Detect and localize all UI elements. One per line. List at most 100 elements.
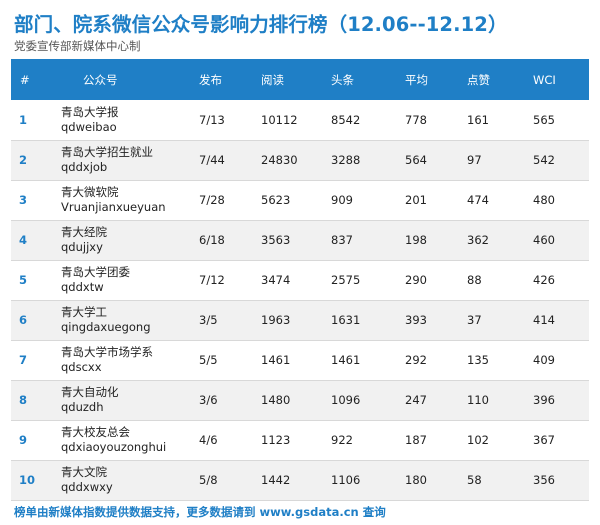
rank-cell: 6 [11,300,61,341]
account-name: 青大自动化 [61,385,119,399]
likes-cell: 97 [467,140,533,181]
table-header-row: # 公众号 发布 阅读 头条 平均 点赞 WCI [11,59,589,100]
rank-cell: 8 [11,380,61,421]
posts-cell: 3/5 [199,300,261,341]
footer-note: 榜单由新媒体指数提供数据支持，更多数据请到 www.gsdata.cn 查询 [14,505,386,519]
account-id: qdweibao [61,119,117,134]
reads-cell: 1461 [261,340,331,381]
posts-cell: 7/44 [199,140,261,181]
account-name: 青岛大学招生就业 [61,145,153,159]
reads-cell: 1442 [261,460,331,501]
wci-cell: 396 [533,380,589,421]
average-cell: 393 [405,300,467,341]
posts-cell: 5/5 [199,340,261,381]
account-name: 青岛大学团委 [61,265,130,279]
posts-cell: 5/8 [199,460,261,501]
account-cell: 青岛大学市场学系 qdscxx [61,340,199,381]
rank-cell: 5 [11,260,61,301]
headline-cell: 3288 [331,140,405,181]
account-id: qdujjxy [61,240,103,254]
average-cell: 564 [405,140,467,181]
account-id: qduzdh [61,400,104,414]
wci-cell: 542 [533,140,589,181]
posts-cell: 7/28 [199,180,261,221]
average-cell: 247 [405,380,467,421]
rank-cell: 7 [11,340,61,381]
table-row: 6 青大学工 qingdaxuegong 3/5 1963 1631 393 37 414 [11,300,589,341]
reads-cell: 3474 [261,260,331,301]
table-row: 4 青大经院 qdujjxy 6/18 3563 837 198 362 460 [11,220,589,261]
rank-cell: 1 [11,100,61,141]
table-row: 5 青岛大学团委 qddxtw 7/12 3474 2575 290 88 426 [11,260,589,301]
table-row: 3 青大微软院 Vruanjianxueyuan 7/28 5623 909 201 474 4… [11,180,589,221]
account-id: qdxiaoyouzonghui [61,440,167,454]
table-row: 7 青岛大学市场学系 qdscxx 5/5 1461 1461 292 135 409 [11,340,589,381]
table-row: 1 青岛大学报 qdweibao 7/13 10112 8542 778 161 565 [11,100,589,141]
page-title: 部门、院系微信公众号影响力排行榜（12.06--12.12） [14,13,508,36]
table-body: 1 青岛大学报 qdweibao 7/13 10112 8542 778 161 565 2 青岛大… [11,100,589,501]
account-name: 青大文院 [61,465,107,479]
account-cell: 青大自动化 qduzdh [61,380,199,421]
headline-cell: 2575 [331,260,405,301]
account-name: 青大校友总会 [61,425,130,439]
reads-cell: 24830 [261,140,331,181]
wci-cell: 356 [533,460,589,501]
account-id: qdscxx [61,360,102,374]
wci-cell: 367 [533,420,589,461]
wci-cell: 414 [533,300,589,341]
column-header-account: 公众号 [83,72,118,87]
likes-cell: 161 [467,100,533,141]
reads-cell: 3563 [261,220,331,261]
account-id: Vruanjianxueyuan [61,200,166,214]
account-id: qddxwxy [61,480,113,494]
headline-cell: 837 [331,220,405,261]
likes-cell: 58 [467,460,533,501]
wci-cell: 565 [533,100,589,141]
likes-cell: 474 [467,180,533,221]
column-header-reads: 阅读 [261,72,284,87]
account-id: qddxjob [61,160,108,174]
account-name: 青岛大学报 [61,104,119,119]
account-id: qddxtw [61,280,104,294]
account-cell: 青大经院 qdujjxy [61,220,199,261]
wci-cell: 426 [533,260,589,301]
rank-cell: 2 [11,140,61,181]
column-header-posts: 发布 [199,72,222,87]
account-cell: 青岛大学招生就业 qddxjob [61,140,199,181]
headline-cell: 1461 [331,340,405,381]
column-header-likes: 点赞 [467,72,490,87]
wci-cell: 460 [533,220,589,261]
likes-cell: 362 [467,220,533,261]
headline-cell: 1106 [331,460,405,501]
account-cell: 青大校友总会 qdxiaoyouzonghui [61,420,199,461]
average-cell: 198 [405,220,467,261]
column-header-rank: # [20,72,30,87]
account-name: 青大微软院 [61,185,119,199]
account-cell: 青岛大学团委 qddxtw [61,260,199,301]
headline-cell: 909 [331,180,405,221]
headline-cell: 1096 [331,380,405,421]
average-cell: 180 [405,460,467,501]
reads-cell: 1963 [261,300,331,341]
account-cell: 青大微软院 Vruanjianxueyuan [61,180,199,221]
column-header-average: 平均 [405,72,428,87]
account-name: 青大学工 [61,305,107,319]
column-header-headline: 头条 [331,72,354,87]
posts-cell: 4/6 [199,420,261,461]
posts-cell: 7/13 [199,100,261,141]
likes-cell: 110 [467,380,533,421]
account-id: qingdaxuegong [61,320,151,334]
reads-cell: 1480 [261,380,331,421]
posts-cell: 7/12 [199,260,261,301]
reads-cell: 5623 [261,180,331,221]
wci-cell: 480 [533,180,589,221]
table-row: 10 青大文院 qddxwxy 5/8 1442 1106 180 58 356 [11,460,589,501]
average-cell: 187 [405,420,467,461]
posts-cell: 6/18 [199,220,261,261]
likes-cell: 37 [467,300,533,341]
headline-cell: 8542 [331,100,405,141]
average-cell: 778 [405,100,467,141]
likes-cell: 88 [467,260,533,301]
rank-cell: 10 [11,460,61,501]
